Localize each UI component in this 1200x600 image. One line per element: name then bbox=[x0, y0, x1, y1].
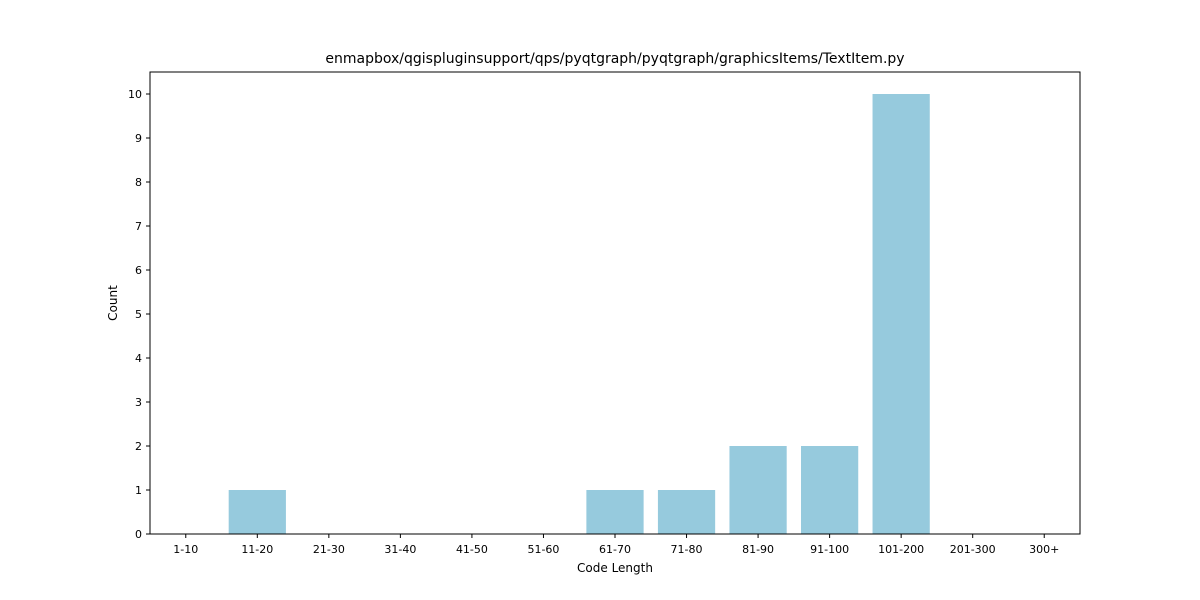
bar-71-80 bbox=[657, 490, 716, 534]
x-tick-label: 101-200 bbox=[878, 543, 924, 556]
y-tick-label: 6 bbox=[135, 264, 142, 277]
x-axis-ticks: 1-10 11-20 21-30 31-40 41-50 51-60 61-70 71-80 8… bbox=[173, 534, 1059, 556]
y-tick-label: 3 bbox=[135, 396, 142, 409]
y-tick-label: 2 bbox=[135, 440, 142, 453]
bar-61-70 bbox=[586, 490, 644, 534]
chart-title: enmapbox/qgispluginsupport/qps/pyqtgraph… bbox=[325, 51, 904, 67]
y-tick-label: 7 bbox=[135, 220, 142, 233]
x-tick-label: 61-70 bbox=[599, 543, 631, 556]
y-tick-label: 4 bbox=[135, 352, 142, 365]
y-axis-ticks: 0 1 2 3 4 5 6 7 8 9 10 bbox=[128, 88, 150, 541]
x-tick-label: 51-60 bbox=[527, 543, 559, 556]
x-tick-label: 71-80 bbox=[671, 543, 703, 556]
y-tick-label: 0 bbox=[135, 528, 142, 541]
y-tick-label: 9 bbox=[135, 132, 142, 145]
y-tick-label: 8 bbox=[135, 176, 142, 189]
x-tick-label: 91-100 bbox=[810, 543, 849, 556]
bars-group bbox=[228, 94, 930, 534]
bar-11-20 bbox=[228, 490, 286, 534]
x-tick-label: 41-50 bbox=[456, 543, 488, 556]
y-tick-label: 1 bbox=[135, 484, 142, 497]
bar-81-90 bbox=[729, 446, 787, 534]
x-tick-label: 1-10 bbox=[173, 543, 198, 556]
y-tick-label: 10 bbox=[128, 88, 142, 101]
x-tick-label: 300+ bbox=[1029, 543, 1059, 556]
y-axis-label: Count bbox=[106, 285, 120, 321]
bar-91-100 bbox=[801, 446, 859, 534]
plot-frame bbox=[149, 71, 1081, 535]
y-tick-label: 5 bbox=[135, 308, 142, 321]
x-tick-label: 21-30 bbox=[313, 543, 345, 556]
x-axis-label: Code Length bbox=[577, 561, 653, 575]
x-tick-label: 31-40 bbox=[384, 543, 416, 556]
x-tick-label: 81-90 bbox=[742, 543, 774, 556]
bar-101-200 bbox=[872, 94, 930, 534]
x-tick-label: 11-20 bbox=[241, 543, 273, 556]
x-tick-label: 201-300 bbox=[950, 543, 996, 556]
